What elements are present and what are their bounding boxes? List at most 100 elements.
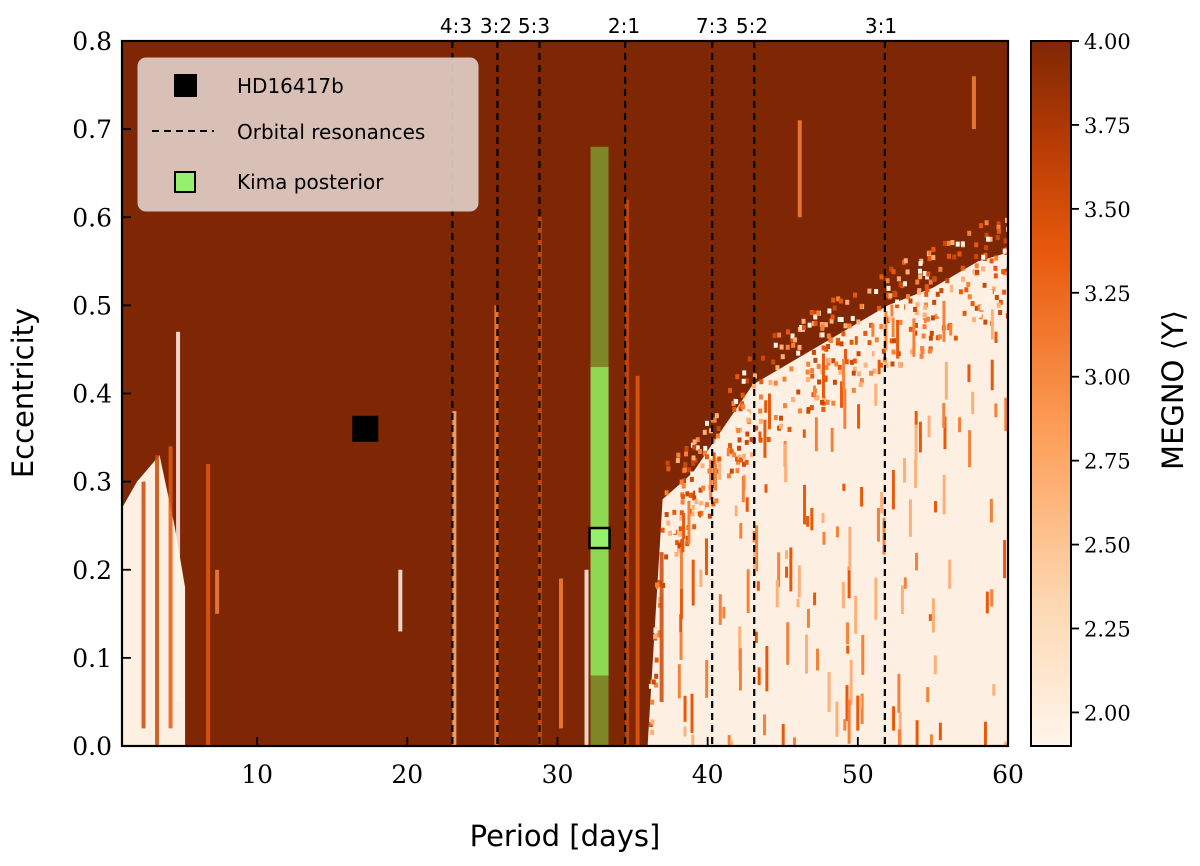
speckle-cell [745,411,750,417]
speckle-cell [821,345,826,351]
speckle-cell [849,659,853,705]
speckle-cell [745,497,749,512]
speckle-cell [737,454,742,460]
speckle-cell [770,426,775,432]
speckle-cell [763,714,767,736]
speckle-cell [784,444,788,483]
speckle-cell [847,566,851,599]
speckle-cell [918,421,922,453]
speckle-cell [892,290,897,296]
speckle-cell [697,511,702,517]
speckle-cell [790,333,795,339]
speckle-cell [863,362,868,368]
speckle-cell [991,286,996,292]
colorbar-tick-label: 3.75 [1084,114,1131,138]
speckle-cell [922,318,927,324]
speckle-cell [672,528,677,534]
speckle-cell [699,500,704,506]
speckle-cell [713,463,717,491]
speckle-cell [926,271,931,277]
speckle-cell [891,469,895,510]
speckle-cell [955,241,960,247]
speckle-cell [746,569,750,614]
speckle-cell [558,578,563,729]
speckle-cell [692,524,697,530]
speckle-cell [693,458,698,464]
speckle-cell [928,279,933,285]
speckle-cell [872,368,877,374]
speckle-cell [660,527,665,533]
speckle-cell [971,391,975,414]
speckle-cell [823,322,828,328]
speckle-cell [980,305,985,311]
speckle-cell [758,418,763,424]
speckle-cell [888,293,893,299]
speckle-cell [1005,217,1008,223]
colorbar-tick-label: 3.00 [1084,366,1131,390]
speckle-cell [977,304,982,310]
speckle-cell [728,448,733,454]
speckle-cell [635,375,640,746]
speckle-cell [871,323,875,337]
colorbar-tick-label: 3.25 [1084,282,1131,306]
speckle-cell [735,468,740,474]
speckle-cell [797,120,802,218]
resonance-lines [451,41,886,746]
speckle-cell [920,319,925,325]
speckle-cell [858,695,862,709]
speckle-cell [902,281,907,287]
speckle-cell [821,353,825,399]
speckle-cell [938,266,943,272]
speckle-layer [141,76,1008,746]
speckle-cell [716,468,721,474]
speckle-cell [680,494,685,500]
speckle-cell [994,294,999,300]
speckle-cell [752,383,757,389]
speckle-cell [878,362,883,368]
speckle-cell [754,425,759,431]
speckle-cell [960,241,965,247]
speckle-cell [689,476,694,482]
y-tick-label: 0.0 [72,732,112,761]
speckle-cell [884,362,889,368]
speckle-cell [958,289,963,295]
speckle-cell [681,483,686,489]
speckle-cell [684,446,689,452]
y-tick-label: 0.2 [72,556,112,585]
speckle-cell [813,320,818,326]
x-tick-label: 20 [391,760,423,789]
speckle-cell [856,319,861,325]
speckle-cell [850,315,855,321]
speckle-cell [892,338,897,344]
speckle-cell [927,415,931,438]
speckle-cell [796,350,801,356]
speckle-cell [891,317,895,338]
speckle-cell [891,349,896,355]
speckle-cell [722,606,726,619]
speckle-cell [924,291,929,297]
speckle-cell [674,551,679,557]
speckle-cell [920,294,925,300]
speckle-cell [1003,238,1008,244]
speckle-cell [885,292,890,298]
speckle-cell [838,298,843,304]
colorbar-ticks: 2.00 2.25 2.50 2.75 3.00 3.25 3.50 3.75 4.00 [1071,30,1131,725]
speckle-cell [926,316,931,322]
speckle-cell [690,693,694,733]
speckle-cell [654,673,659,679]
speckle-cell [141,481,146,729]
speckle-cell [943,416,947,450]
speckle-cell [842,358,846,389]
speckle-cell [935,291,940,297]
speckle-cell [584,569,589,746]
speckle-cell [756,581,760,591]
x-axis-label: Period [days] [470,819,661,853]
speckle-cell [740,401,745,407]
speckle-cell [814,417,818,452]
speckle-cell [828,338,833,344]
speckle-cell [824,381,829,387]
speckle-cell [799,324,804,330]
speckle-cell [994,331,998,343]
speckle-cell [695,530,700,536]
speckle-cell [806,361,811,367]
